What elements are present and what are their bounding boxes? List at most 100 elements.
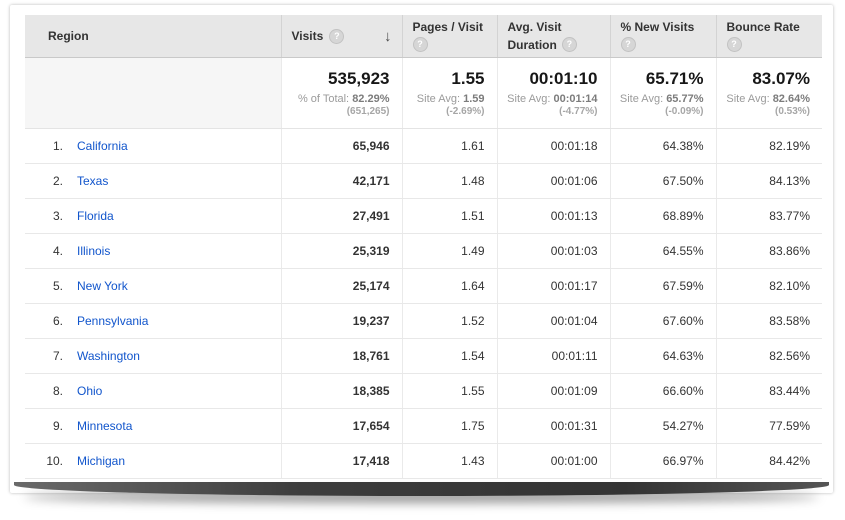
table-row: 3. Florida 27,491 1.51 00:01:13 68.89% 83… <box>25 198 822 234</box>
column-label-pct-new-visits: % New Visits <box>620 20 695 34</box>
visits-value: 65,946 <box>280 128 402 164</box>
summary-pages-sub-value: 1.59 <box>463 93 485 105</box>
pages-per-visit-value: 1.55 <box>401 373 497 409</box>
visits-value: 17,654 <box>280 408 402 444</box>
avg-visit-duration-value: 00:01:06 <box>496 163 610 199</box>
summary-visits-sub-value: 82.29% <box>352 93 390 105</box>
bounce-rate-value: 82.19% <box>715 128 822 164</box>
summary-bounce-sub-value: 82.64% <box>772 93 810 105</box>
pages-per-visit-value: 1.75 <box>401 408 497 444</box>
help-icon[interactable]: ? <box>329 28 345 44</box>
region-link[interactable]: Texas <box>77 174 109 188</box>
column-label-bounce-rate: Bounce Rate <box>726 20 800 34</box>
region-link[interactable]: Pennsylvania <box>77 314 149 328</box>
avg-visit-duration-value: 00:01:13 <box>496 198 610 234</box>
region-link[interactable]: Florida <box>77 209 114 223</box>
column-label-region: Region <box>48 29 89 43</box>
help-icon[interactable]: ? <box>561 37 577 52</box>
region-link[interactable]: Ohio <box>77 384 103 398</box>
pct-new-visits-value: 66.60% <box>609 373 716 409</box>
table-row: 10. Michigan 17,418 1.43 00:01:00 66.97% … <box>25 443 822 479</box>
region-link[interactable]: Michigan <box>77 454 126 468</box>
table-row: 9. Minnesota 17,654 1.75 00:01:31 54.27% … <box>25 408 822 444</box>
summary-pages-per-visit: 1.55 Site Avg: 1.59 (-2.69%) <box>401 57 497 129</box>
summary-pages-sub-label: Site Avg: <box>416 93 461 105</box>
summary-bounce-sub-label: Site Avg: <box>726 93 770 105</box>
pct-new-visits-value: 64.63% <box>609 338 716 374</box>
pages-per-visit-value: 1.48 <box>401 163 497 199</box>
summary-new-visits-sub-value: 65.77% <box>666 93 704 105</box>
column-header-region[interactable]: Region <box>25 15 281 58</box>
column-header-pct-new-visits[interactable]: % New Visits ? <box>609 15 716 58</box>
region-link[interactable]: Washington <box>77 349 140 363</box>
column-label-duration: Duration <box>507 37 557 52</box>
visits-value: 42,171 <box>280 163 402 199</box>
row-rank: 5. <box>52 279 63 293</box>
region-cell: 2. Texas <box>25 163 281 199</box>
region-link[interactable]: Illinois <box>77 244 111 258</box>
pct-new-visits-value: 67.50% <box>609 163 716 199</box>
row-rank: 7. <box>52 349 63 363</box>
bounce-rate-value: 84.42% <box>715 443 822 479</box>
summary-new-visits-total: 65.71% <box>645 69 704 88</box>
column-header-visits[interactable]: Visits ? ↓ <box>280 15 402 58</box>
summary-bounce-total: 83.07% <box>752 69 810 88</box>
row-rank: 3. <box>52 209 63 223</box>
visits-value: 17,418 <box>280 443 402 479</box>
help-icon[interactable]: ? <box>412 37 428 52</box>
pages-per-visit-value: 1.43 <box>401 443 497 479</box>
summary-region-cell <box>25 57 281 129</box>
region-link[interactable]: New York <box>77 279 128 293</box>
summary-visits: 535,923 % of Total: 82.29% (651,265) <box>280 57 402 129</box>
column-header-bounce-rate[interactable]: Bounce Rate ? <box>715 15 822 58</box>
table-row: 2. Texas 42,171 1.48 00:01:06 67.50% 84.1… <box>25 163 822 199</box>
visits-value: 18,761 <box>280 338 402 374</box>
help-icon[interactable]: ? <box>726 37 742 52</box>
bounce-rate-value: 83.86% <box>715 233 822 269</box>
region-cell: 1. California <box>25 128 281 164</box>
bounce-rate-value: 83.58% <box>715 303 822 339</box>
help-icon[interactable]: ? <box>620 37 636 52</box>
row-rank: 1. <box>52 139 63 153</box>
region-link[interactable]: California <box>77 139 128 153</box>
bounce-rate-value: 84.13% <box>715 163 822 199</box>
avg-visit-duration-value: 00:01:17 <box>496 268 610 304</box>
column-label-avg-visit: Avg. Visit <box>507 20 562 34</box>
pages-per-visit-value: 1.49 <box>401 233 497 269</box>
column-header-pages-per-visit[interactable]: Pages / Visit ? <box>401 15 497 58</box>
table-row: 6. Pennsylvania 19,237 1.52 00:01:04 67.6… <box>25 303 822 339</box>
pct-new-visits-value: 67.60% <box>609 303 716 339</box>
table-row: 7. Washington 18,761 1.54 00:01:11 64.63%… <box>25 338 822 374</box>
table-header-row: Region Visits ? ↓ Pages / Visit ? <box>25 15 822 58</box>
summary-avg-visit-duration: 00:01:10 Site Avg: 00:01:14 (-4.77%) <box>496 57 610 129</box>
sort-descending-icon: ↓ <box>384 27 392 45</box>
summary-visits-total: 535,923 <box>328 69 390 88</box>
region-link[interactable]: Minnesota <box>77 419 133 433</box>
visits-value: 25,319 <box>280 233 402 269</box>
visits-value: 27,491 <box>280 198 402 234</box>
row-rank: 2. <box>52 174 63 188</box>
avg-visit-duration-value: 00:01:03 <box>496 233 610 269</box>
table-row: 1. California 65,946 1.61 00:01:18 64.38%… <box>25 128 822 164</box>
region-cell: 5. New York <box>25 268 281 304</box>
avg-visit-duration-value: 00:01:31 <box>496 408 610 444</box>
row-rank: 4. <box>52 244 63 258</box>
summary-new-visits-sub-label: Site Avg: <box>619 93 664 105</box>
report-card: Region Visits ? ↓ Pages / Visit ? <box>10 5 833 496</box>
summary-visits-sub-label: % of Total: <box>297 93 350 105</box>
region-cell: 3. Florida <box>25 198 281 234</box>
bounce-rate-value: 83.44% <box>715 373 822 409</box>
summary-pages-paren: (-2.69%) <box>446 106 485 117</box>
row-rank: 6. <box>52 314 63 328</box>
pages-per-visit-value: 1.64 <box>401 268 497 304</box>
pages-per-visit-value: 1.51 <box>401 198 497 234</box>
regions-report-table: Region Visits ? ↓ Pages / Visit ? <box>25 15 822 479</box>
pct-new-visits-value: 64.55% <box>609 233 716 269</box>
pct-new-visits-value: 54.27% <box>609 408 716 444</box>
column-header-avg-visit-duration[interactable]: Avg. Visit Duration ? <box>496 15 610 58</box>
region-cell: 10. Michigan <box>25 443 281 479</box>
avg-visit-duration-value: 00:01:18 <box>496 128 610 164</box>
summary-pct-new-visits: 65.71% Site Avg: 65.77% (-0.09%) <box>609 57 716 129</box>
pct-new-visits-value: 67.59% <box>609 268 716 304</box>
